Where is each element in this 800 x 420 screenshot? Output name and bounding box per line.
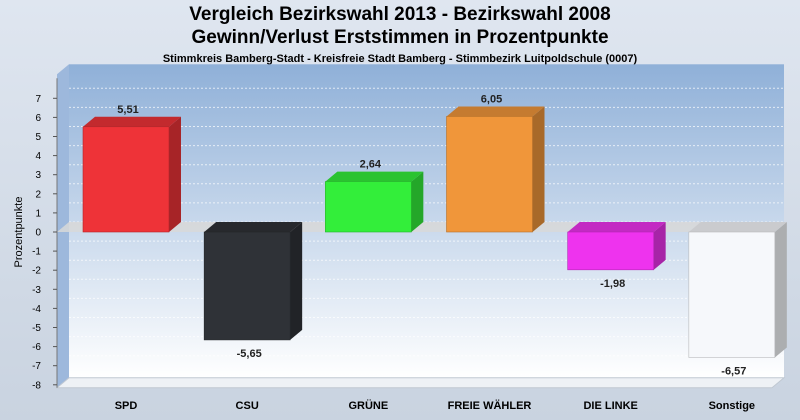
- value-label: 2,64: [360, 159, 382, 171]
- y-tick-label: -7: [32, 361, 41, 372]
- value-label: -6,57: [721, 365, 746, 377]
- y-tick-label: 2: [35, 189, 41, 200]
- bar-side: [411, 171, 424, 232]
- y-tick-label: -6: [32, 342, 41, 353]
- chart-subtitle: Gewinn/Verlust Erststimmen in Prozentpun…: [191, 27, 609, 48]
- y-tick-label: -1: [32, 247, 41, 258]
- category-label: SPD: [115, 400, 138, 412]
- y-tick-label: -8: [32, 380, 41, 391]
- bar-spd: [82, 116, 181, 233]
- plot-floor: [55, 377, 786, 389]
- plot-side-wall: [57, 64, 69, 388]
- y-tick-label: 0: [35, 228, 41, 239]
- category-label: CSU: [236, 400, 259, 412]
- bar-top: [688, 222, 787, 232]
- bar-front: [446, 116, 533, 233]
- bar-top: [567, 222, 666, 232]
- value-label: -1,98: [600, 278, 625, 290]
- y-tick-label: 3: [35, 170, 41, 181]
- bar-front: [567, 231, 654, 271]
- y-tick-label: 7: [35, 94, 41, 105]
- bar-top: [446, 106, 545, 117]
- category-label: FREIE WÄHLER: [448, 399, 532, 412]
- bar-side: [290, 222, 303, 340]
- bar-front: [203, 231, 291, 341]
- category-label: DIE LINKE: [583, 400, 637, 412]
- category-label: GRÜNE: [348, 399, 388, 412]
- chart-title: Vergleich Bezirkswahl 2013 - Bezirkswahl…: [189, 4, 611, 25]
- bar-top: [204, 222, 303, 232]
- bar-side: [169, 116, 181, 232]
- y-tick-label: -4: [32, 304, 41, 315]
- y-tick-label: 5: [35, 132, 41, 143]
- bar-top: [83, 116, 181, 127]
- bar-front: [325, 181, 412, 233]
- value-label: 6,05: [481, 93, 502, 105]
- chart-caption: Stimmkreis Bamberg-Stadt - Kreisfreie St…: [162, 53, 638, 65]
- plot-background: [69, 64, 784, 378]
- y-tick-label: -2: [32, 266, 41, 277]
- y-axis-label: Prozentpunkte: [13, 197, 25, 268]
- y-tick-label: 6: [35, 113, 41, 124]
- value-label: 5,51: [117, 104, 138, 116]
- value-label: -5,65: [237, 348, 262, 360]
- y-tick-label: -3: [32, 285, 41, 296]
- bar-csu: [203, 222, 303, 341]
- y-tick-label: -5: [32, 323, 41, 334]
- bar-side: [532, 106, 545, 232]
- bar-freie-wähler: [446, 106, 545, 233]
- y-tick-label: 4: [35, 151, 41, 162]
- bar-side: [653, 222, 666, 270]
- bar-die-linke: [567, 222, 666, 271]
- bar-front: [688, 231, 776, 358]
- bar-top: [325, 171, 424, 182]
- category-label: Sonstige: [709, 400, 755, 412]
- bar-grüne: [325, 171, 424, 233]
- y-tick-label: 1: [35, 208, 41, 219]
- bar-sonstige: [688, 222, 787, 358]
- bar-front: [82, 126, 170, 233]
- bar-side: [774, 222, 787, 358]
